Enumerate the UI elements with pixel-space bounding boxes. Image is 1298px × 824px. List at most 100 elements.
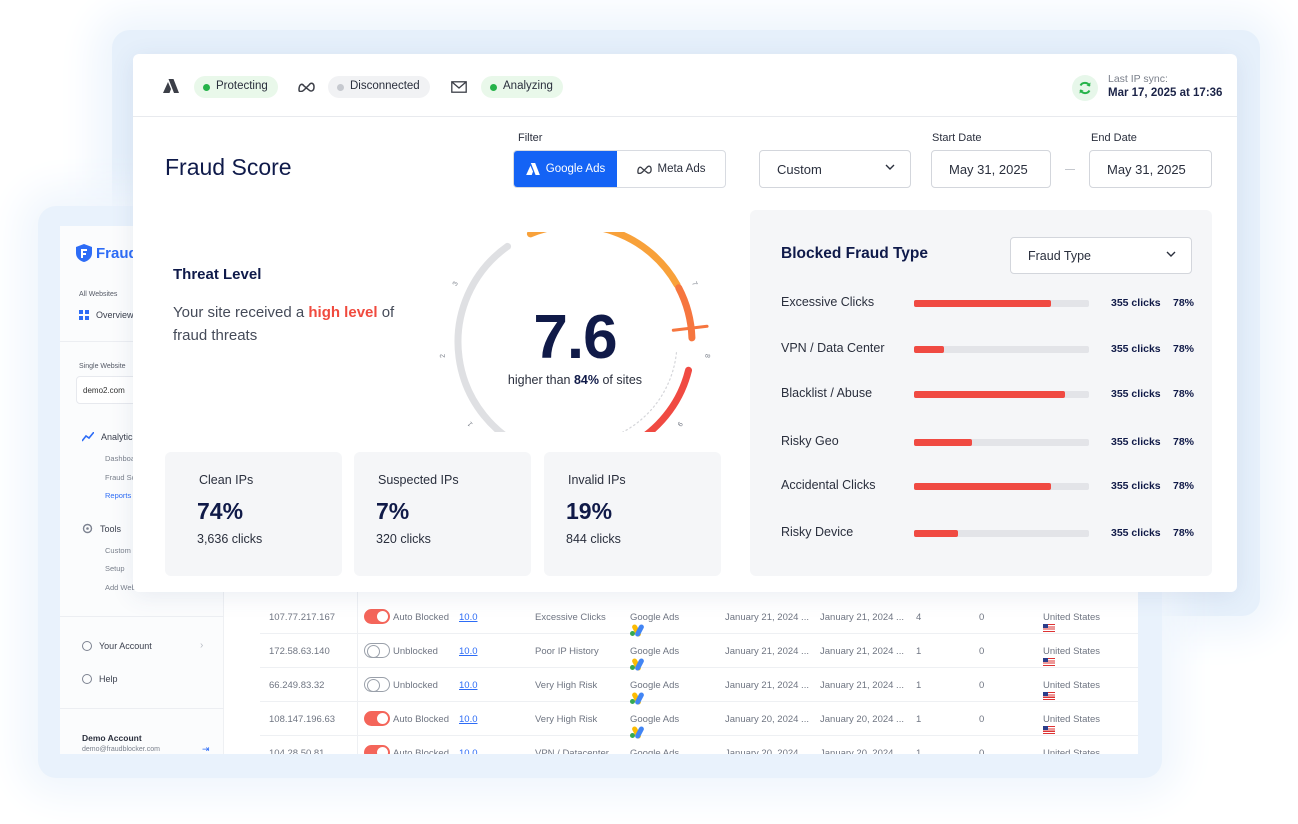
fraud-bar-track xyxy=(914,391,1089,398)
fraud-reason: Poor IP History xyxy=(535,646,599,657)
last-sync-label: Last IP sync: xyxy=(1108,73,1168,85)
country: United States xyxy=(1043,646,1100,666)
table-row[interactable]: 107.77.217.167 Auto Blocked 10.0 Excessive … xyxy=(260,600,1138,638)
google-ads-icon xyxy=(630,623,645,638)
date-range-select[interactable]: Custom xyxy=(759,150,911,188)
stat-value: 7% xyxy=(376,498,410,524)
page-title: Fraud Score xyxy=(165,154,292,180)
fraud-reason: Very High Risk xyxy=(535,714,598,725)
block-toggle[interactable] xyxy=(364,711,390,726)
sidebar-item-tools[interactable]: Tools xyxy=(82,523,121,534)
ip-address: 104.28.50.81 xyxy=(269,748,325,754)
ip-address: 66.249.83.32 xyxy=(269,680,325,691)
your-account-label: Your Account xyxy=(99,641,152,651)
filter-meta-label: Meta Ads xyxy=(657,163,706,175)
block-toggle[interactable] xyxy=(364,677,390,692)
fraud-type-name: Accidental Clicks xyxy=(781,478,876,492)
risk-score-link[interactable]: 10.0 xyxy=(459,612,478,623)
table-row[interactable]: 108.147.196.63 Auto Blocked 10.0 Very High … xyxy=(260,702,1138,740)
chevron-right-icon: › xyxy=(200,640,204,651)
risk-score-link[interactable]: 10.0 xyxy=(459,748,478,754)
chevron-down-icon xyxy=(1166,251,1176,257)
filter-meta-ads-button[interactable]: Meta Ads xyxy=(617,151,725,187)
sidebar-item-help[interactable]: Help xyxy=(82,674,118,684)
sidebar-item-overview[interactable]: Overview xyxy=(79,310,134,320)
fraud-clicks: 355 clicks xyxy=(1111,388,1161,400)
gear-icon xyxy=(82,523,93,534)
country: United States xyxy=(1043,680,1100,700)
logout-icon[interactable]: ⇥ xyxy=(202,744,210,754)
country: United States xyxy=(1043,748,1100,754)
block-toggle[interactable] xyxy=(364,745,390,754)
meta-status-badge: Disconnected xyxy=(328,76,430,98)
fraud-bar-fill xyxy=(914,300,1051,307)
sidebar-sub-reports[interactable]: Reports xyxy=(105,491,132,500)
fraud-score-gauge: 012345678910 7.6 higher than 84% of site… xyxy=(430,206,720,471)
gauge-comparison: higher than 84% of sites xyxy=(430,373,720,387)
tools-label: Tools xyxy=(100,523,122,534)
table-row[interactable]: 66.249.83.32 Unblocked 10.0 Very High Risk G… xyxy=(260,668,1138,706)
fraud-type-select[interactable]: Fraud Type xyxy=(1010,237,1192,274)
table-row[interactable]: 104.28.50.81 Auto Blocked 10.0 VPN / Datace… xyxy=(260,736,1138,754)
filter-google-ads-button[interactable]: Google Ads xyxy=(514,151,617,187)
sidebar-sub-dashboard[interactable]: Dashboard xyxy=(105,454,142,463)
stat-clicks: 320 clicks xyxy=(376,532,431,546)
help-label: Help xyxy=(99,674,118,684)
fraud-type-row: Risky Device 355 clicks 78% xyxy=(781,525,1201,545)
mail-icon xyxy=(451,81,467,93)
start-date-input[interactable]: May 31, 2025 xyxy=(931,150,1051,188)
last-sync-value: Mar 17, 2025 at 17:36 xyxy=(1108,87,1223,99)
table-row[interactable]: 172.58.63.140 Unblocked 10.0 Poor IP Histor… xyxy=(260,634,1138,672)
back-logo-text: Fraud xyxy=(96,244,138,262)
fraud-reason: Excessive Clicks xyxy=(535,612,606,623)
fraud-percent: 78% xyxy=(1173,527,1195,539)
us-flag-icon xyxy=(1043,726,1055,734)
gauge-tick-label: 3 xyxy=(452,281,460,288)
sidebar-sub-setup[interactable]: Setup xyxy=(105,564,125,573)
fraud-reason: Very High Risk xyxy=(535,680,598,691)
google-status-badge: Protecting xyxy=(194,76,278,98)
conversion-count: 0 xyxy=(979,748,985,754)
fraud-bar-fill xyxy=(914,391,1065,398)
risk-score-link[interactable]: 10.0 xyxy=(459,646,478,657)
threat-level-heading: Threat Level xyxy=(173,266,262,283)
filter-label: Filter xyxy=(518,132,543,144)
sidebar-sub-custom[interactable]: Custom xyxy=(105,546,131,555)
all-websites-label: All Websites xyxy=(79,291,118,298)
traffic-source-label: Google Ads xyxy=(630,748,680,754)
fraud-reason: VPN / Datacenter xyxy=(535,748,609,754)
fraud-percent: 78% xyxy=(1173,297,1195,309)
sidebar-sub-fraud-score[interactable]: Fraud Score xyxy=(105,473,147,482)
chart-line-icon xyxy=(82,432,94,442)
block-toggle[interactable] xyxy=(364,643,390,658)
risk-score-link[interactable]: 10.0 xyxy=(459,680,478,691)
gauge-tick-label: 1 xyxy=(467,420,475,427)
country-label: United States xyxy=(1043,612,1101,623)
gauge-score-marker xyxy=(671,324,709,332)
single-website-label: Single Website xyxy=(79,363,126,370)
gauge-tick-label: 6 xyxy=(642,232,649,234)
us-flag-icon xyxy=(1043,658,1055,666)
sidebar-item-your-account[interactable]: Your Account xyxy=(82,641,152,651)
fraud-clicks: 355 clicks xyxy=(1111,527,1161,539)
end-date-input[interactable]: May 31, 2025 xyxy=(1089,150,1212,188)
fraud-type-name: Risky Device xyxy=(781,525,854,539)
sidebar-item-analytics[interactable]: Analytics xyxy=(82,432,137,442)
traffic-source-label: Google Ads xyxy=(630,646,680,657)
back-logo: Fraud xyxy=(76,244,138,262)
gauge-mid-segment xyxy=(526,221,681,289)
sync-button[interactable] xyxy=(1072,75,1098,101)
stat-label: Clean IPs xyxy=(199,473,254,487)
fraud-percent: 78% xyxy=(1173,480,1195,492)
fraud-bar-track xyxy=(914,530,1089,537)
last-click: January 20, 2024 ... xyxy=(820,714,904,725)
fraud-clicks: 355 clicks xyxy=(1111,297,1161,309)
risk-score-link[interactable]: 10.0 xyxy=(459,714,478,725)
stat-label: Suspected IPs xyxy=(378,473,459,487)
overview-label: Overview xyxy=(96,310,134,320)
blocked-fraud-title: Blocked Fraud Type xyxy=(781,245,928,262)
block-toggle[interactable] xyxy=(364,609,390,624)
sidebar-sub-add-website[interactable]: Add Website xyxy=(105,583,148,592)
stat-label: Invalid IPs xyxy=(568,473,626,487)
fraud-bar-track xyxy=(914,483,1089,490)
